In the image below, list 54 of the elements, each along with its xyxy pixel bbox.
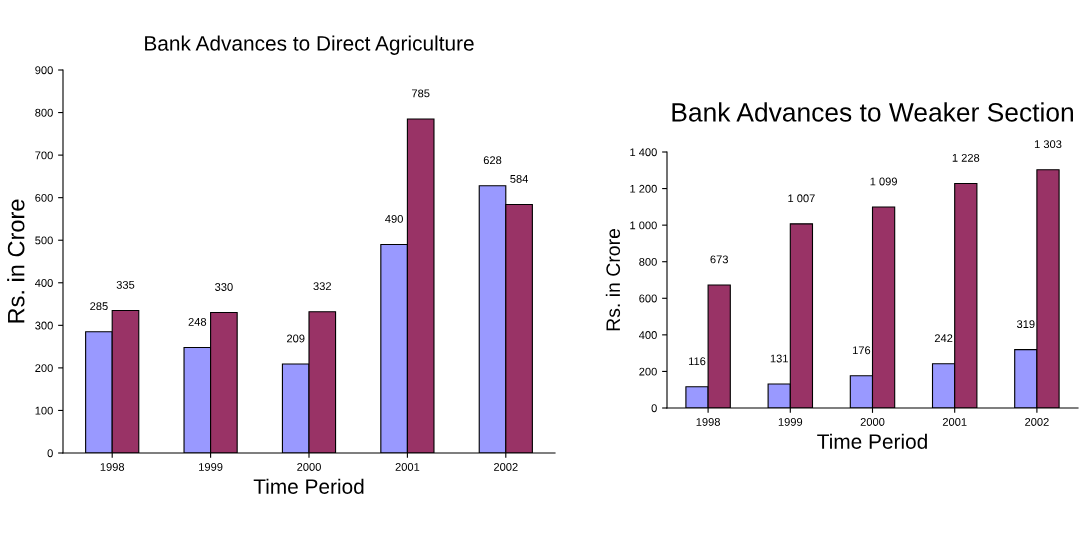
x-tick-label: 1998 xyxy=(100,463,125,471)
y-tick-label: 600 xyxy=(639,294,657,303)
y-tick-label: 700 xyxy=(35,151,53,160)
y-axis-title: Rs. in Crore xyxy=(605,229,621,331)
x-axis-title: Time Period xyxy=(253,478,364,494)
y-tick-label: 500 xyxy=(35,236,53,245)
data-label: 628 xyxy=(483,156,502,165)
data-label: 490 xyxy=(385,214,403,223)
data-label: 131 xyxy=(770,354,788,363)
y-tick-label: 1 000 xyxy=(630,221,657,230)
y-tick-label: 900 xyxy=(35,66,53,75)
data-label: 319 xyxy=(1016,320,1035,329)
data-label: 1 303 xyxy=(1034,140,1062,149)
x-tick-label: 1999 xyxy=(199,463,223,471)
x-tick-label: 1999 xyxy=(778,418,803,426)
data-label: 248 xyxy=(188,317,207,326)
chart-title: Bank Advances to Direct Agriculture xyxy=(145,35,474,55)
x-tick-label: 2002 xyxy=(1025,418,1049,426)
data-label: 116 xyxy=(688,357,706,366)
chart-title: Bank Advances to Weaker Section xyxy=(672,102,1073,122)
x-tick-label: 2001 xyxy=(942,418,967,426)
y-tick-label: 800 xyxy=(35,108,53,117)
x-tick-label: 2002 xyxy=(494,463,518,471)
x-axis-title: Time Period xyxy=(817,433,927,449)
y-tick-label: 0 xyxy=(47,449,53,458)
data-label: 1 228 xyxy=(952,153,980,162)
y-axis-title: Rs. in Crore xyxy=(7,199,25,323)
data-label: 332 xyxy=(313,282,331,291)
x-tick-label: 2001 xyxy=(395,463,420,471)
y-tick-label: 0 xyxy=(651,404,657,413)
y-tick-label: 300 xyxy=(35,321,53,330)
y-tick-label: 600 xyxy=(35,193,53,202)
data-label: 242 xyxy=(934,334,953,342)
y-tick-label: 1 200 xyxy=(630,184,657,193)
y-tick-label: 1 400 xyxy=(630,148,657,157)
data-label: 209 xyxy=(287,334,305,343)
data-label: 1 007 xyxy=(788,194,815,203)
y-tick-label: 400 xyxy=(639,331,657,339)
y-tick-label: 100 xyxy=(35,406,53,415)
x-tick-label: 2000 xyxy=(297,463,321,471)
data-label: 584 xyxy=(510,174,529,183)
y-tick-label: 200 xyxy=(639,367,657,376)
data-label: 330 xyxy=(215,283,233,291)
x-tick-label: 1998 xyxy=(696,418,720,426)
data-label: 673 xyxy=(710,255,728,264)
data-label: 176 xyxy=(852,346,871,355)
data-label: 1 099 xyxy=(870,177,897,186)
data-label: 285 xyxy=(90,302,108,311)
y-tick-label: 800 xyxy=(639,257,657,266)
y-tick-label: 400 xyxy=(35,279,53,287)
data-label: 335 xyxy=(116,280,135,289)
y-tick-label: 200 xyxy=(35,364,53,373)
x-tick-label: 2000 xyxy=(860,418,885,426)
data-label: 785 xyxy=(411,89,430,98)
